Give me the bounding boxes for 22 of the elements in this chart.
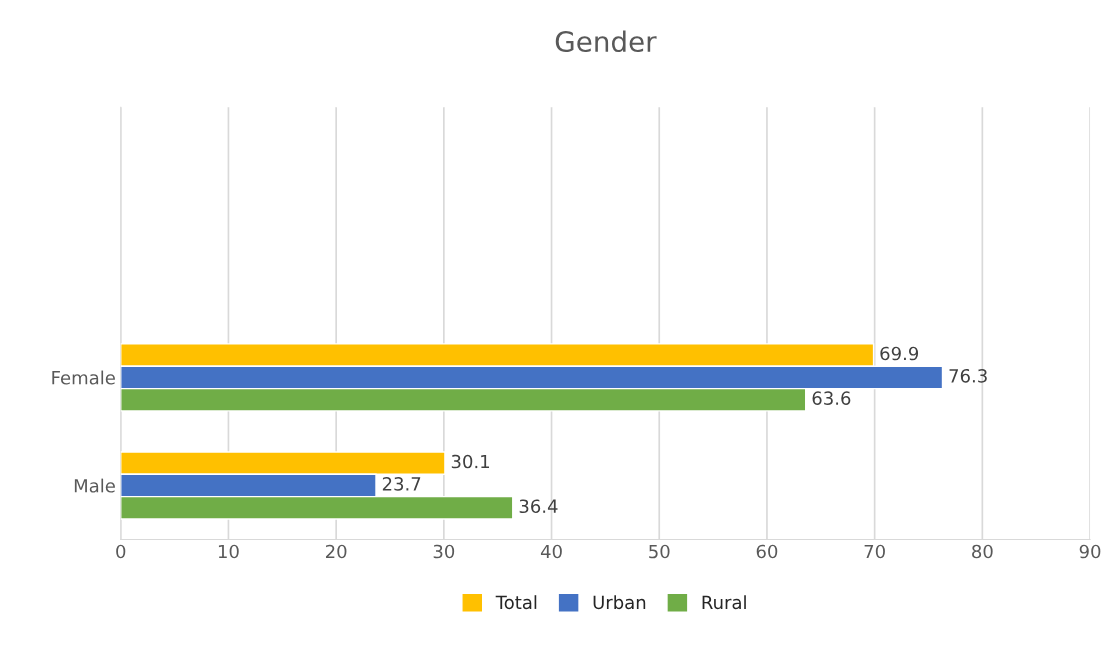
legend-label: Rural	[702, 595, 746, 610]
x-tick-label: 50	[649, 544, 670, 559]
x-tick-label: 80	[972, 544, 993, 559]
data-label: 36.4	[519, 499, 558, 514]
data-label: 69.9	[880, 346, 919, 361]
x-tick-label: 20	[325, 544, 347, 559]
x-tick-label: 0	[116, 544, 126, 559]
data-label: 63.6	[812, 391, 851, 405]
x-tick-label: 90	[1079, 544, 1101, 559]
x-tick-label: 70	[864, 544, 885, 559]
y-tick-label: Male	[74, 478, 115, 493]
x-tick-label: 60	[756, 544, 778, 559]
x-tick-label: 10	[218, 544, 239, 559]
legend-label: Total	[495, 595, 537, 610]
legend-label: Urban	[593, 595, 646, 610]
x-tick-label: 30	[433, 544, 455, 559]
x-tick-label: 40	[540, 544, 562, 559]
data-label: 76.3	[949, 368, 987, 383]
y-tick-label: Female	[52, 370, 115, 385]
chart-title: Gender	[555, 30, 657, 53]
data-label: 30.1	[451, 454, 490, 469]
data-label: 23.7	[382, 477, 421, 491]
